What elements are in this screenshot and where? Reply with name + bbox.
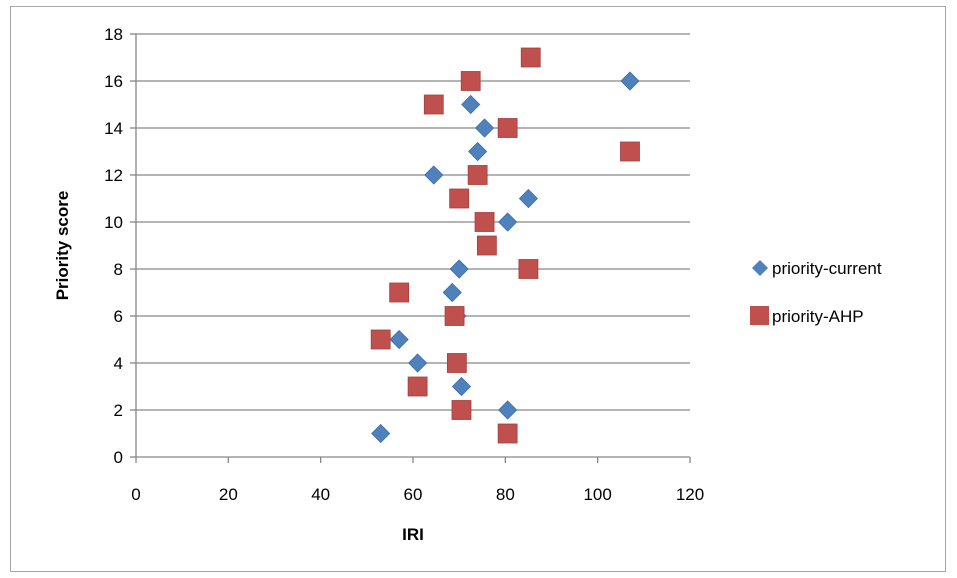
x-tick-label: 60 bbox=[404, 485, 423, 504]
y-tick-label: 12 bbox=[104, 166, 123, 185]
point-priority-AHP bbox=[460, 71, 481, 91]
x-tick-label: 100 bbox=[583, 485, 611, 504]
point-priority-AHP bbox=[444, 306, 465, 326]
point-priority-AHP bbox=[407, 376, 428, 397]
point-priority-current bbox=[620, 71, 640, 91]
point-priority-current bbox=[451, 376, 472, 397]
point-priority-AHP bbox=[467, 165, 488, 185]
point-priority-AHP bbox=[476, 235, 497, 256]
point-priority-current bbox=[371, 423, 391, 444]
legend-marker-diamond bbox=[752, 260, 768, 276]
point-priority-current bbox=[389, 329, 409, 350]
point-priority-current bbox=[498, 212, 518, 232]
point-priority-AHP bbox=[370, 329, 391, 350]
y-axis-title: Priority score bbox=[53, 191, 72, 301]
x-tick-label: 120 bbox=[676, 485, 704, 504]
data-points bbox=[370, 47, 640, 444]
point-priority-current bbox=[474, 118, 495, 138]
gridlines bbox=[136, 33, 690, 411]
x-tick-label: 40 bbox=[311, 485, 330, 504]
y-tick-label: 18 bbox=[104, 25, 123, 44]
y-tick-label: 16 bbox=[104, 72, 123, 91]
point-priority-current bbox=[468, 141, 488, 162]
y-tick-label: 0 bbox=[114, 448, 123, 467]
legend-label: priority-AHP bbox=[772, 307, 864, 326]
point-priority-current bbox=[449, 259, 469, 279]
y-tick-label: 2 bbox=[114, 401, 123, 420]
point-priority-current bbox=[408, 353, 428, 373]
point-priority-current bbox=[461, 94, 481, 115]
tick-labels: 0 2 4 6 8 10 12 14 16 18 0 20 40 60 80 100 120 bbox=[104, 25, 704, 504]
x-tick-label: 0 bbox=[131, 485, 140, 504]
point-priority-AHP bbox=[389, 282, 410, 303]
point-priority-AHP bbox=[474, 212, 495, 232]
point-priority-current bbox=[518, 188, 538, 209]
chart-area bbox=[10, 6, 946, 572]
legend-label: priority-current bbox=[772, 259, 882, 278]
point-priority-AHP bbox=[520, 47, 541, 68]
point-priority-AHP bbox=[446, 353, 467, 373]
point-priority-AHP bbox=[497, 118, 518, 138]
point-priority-AHP bbox=[451, 400, 472, 420]
y-tick-label: 10 bbox=[104, 213, 123, 232]
axes bbox=[130, 33, 691, 463]
x-tick-label: 20 bbox=[219, 485, 238, 504]
x-tick-label: 80 bbox=[496, 485, 515, 504]
y-tick-label: 4 bbox=[114, 354, 123, 373]
x-axis-title: IRI bbox=[402, 525, 424, 544]
legend-item-priority-AHP: priority-AHP bbox=[750, 306, 864, 326]
point-priority-AHP bbox=[620, 141, 640, 162]
point-priority-current bbox=[498, 400, 518, 420]
y-tick-label: 6 bbox=[114, 307, 123, 326]
legend-item-priority-current: priority-current bbox=[752, 259, 882, 278]
point-priority-AHP bbox=[423, 94, 444, 115]
point-priority-current bbox=[424, 165, 444, 185]
point-priority-current bbox=[442, 282, 462, 303]
point-priority-AHP bbox=[497, 423, 518, 444]
y-tick-label: 8 bbox=[114, 260, 123, 279]
y-tick-label: 14 bbox=[104, 119, 123, 138]
point-priority-AHP bbox=[518, 259, 539, 279]
legend: priority-current priority-AHP bbox=[750, 259, 882, 326]
point-priority-AHP bbox=[449, 188, 470, 209]
legend-marker-square bbox=[750, 306, 769, 325]
